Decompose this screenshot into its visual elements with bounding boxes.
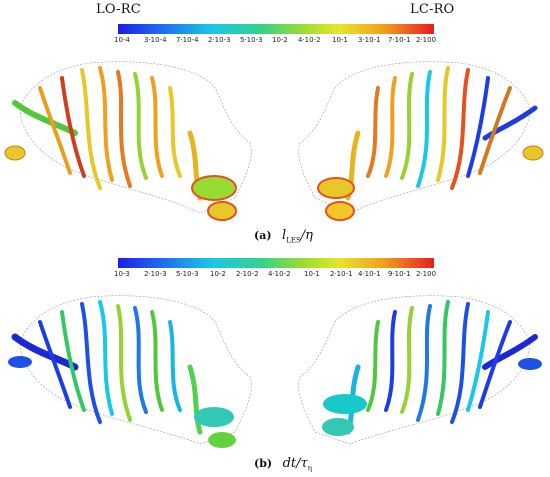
left-case-label: LO-RC [96,2,141,17]
tick-label: 10-2 [272,36,288,44]
tick-label: 7·10-1 [388,36,411,44]
tick-label: 10-3 [114,270,130,278]
tick-label: 5·10-3 [176,270,199,278]
right-case-label: LC-RO [410,2,455,17]
tick-label: 4·10-1 [358,270,381,278]
tick-label: 7·10-4 [176,36,199,44]
tick-label: 2·10-3 [144,270,167,278]
tick-label: 10-1 [332,36,348,44]
colorbar-a-ticks: 10-4 3·10-4 7·10-4 2·10-3 5·10-3 10-2 4·… [114,36,437,46]
colorbar-b [118,258,434,268]
tick-label: 2·100 [416,270,437,278]
tick-label: 4·10-2 [298,36,321,44]
tick-label: 3·10-4 [144,36,167,44]
tick-label: 4·10-2 [268,270,291,278]
caption-a: (a) lLES/η [254,228,313,245]
tick-label: 2·100 [416,36,437,44]
tick-label: 2·10-2 [236,270,259,278]
colorbar-b-ticks: 10-3 2·10-3 5·10-3 10-2 2·10-2 4·10-2 10… [114,270,437,280]
tick-label: 9·10-1 [388,270,411,278]
colorbar-a [118,24,434,34]
panel-b-illustration [8,295,542,448]
panel-a-illustration [4,61,544,221]
tick-label: 10-4 [114,36,130,44]
caption-b: (b) dt/τη [254,456,312,473]
tick-label: 2·10-3 [208,36,231,44]
caption-letter: (b) [254,457,273,470]
formula: lLES/η [282,228,313,245]
caption-letter: (a) [254,229,272,242]
tick-label: 5·10-3 [240,36,263,44]
tick-label: 2·10-1 [330,270,353,278]
formula: dt/τη [282,456,312,473]
tick-label: 3·10-1 [358,36,381,44]
tick-label: 10-1 [304,270,320,278]
tick-label: 10-2 [210,270,226,278]
